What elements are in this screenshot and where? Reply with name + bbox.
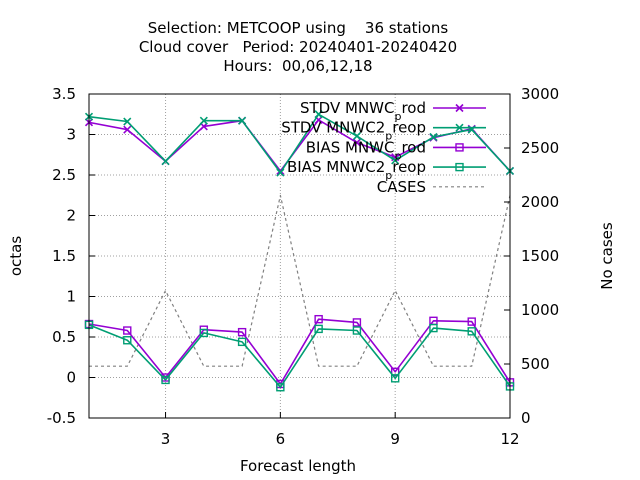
data-point-cross [276, 168, 285, 177]
y-tick-label: 1 [66, 288, 76, 306]
x-tick-label: 9 [390, 430, 400, 448]
y2-tick-label: 1000 [521, 301, 559, 319]
chart-title-line-2: Cloud cover Period: 20240401-20240420 [139, 38, 457, 56]
y-tick-label: -0.5 [47, 409, 76, 427]
series-line-cases [89, 194, 511, 367]
y-tick-label: 3.5 [52, 85, 76, 103]
data-point-square [314, 324, 323, 334]
grid [89, 94, 510, 418]
chart-title-line-1: Selection: METCOOP using 36 stations [148, 19, 449, 37]
series-line-stdv-mnwc2-preop [88, 113, 511, 174]
legend-label: STDV MNWC2preop [281, 119, 426, 143]
plot-series [84, 110, 515, 392]
data-point-square [161, 375, 170, 385]
y-tick-label: 1.5 [52, 247, 76, 265]
data-point-square [314, 314, 323, 324]
y2-tick-label: 2000 [521, 193, 559, 211]
legend-label: BIAS MNWCprod [306, 138, 426, 162]
y2-tick-label: 0 [521, 409, 531, 427]
data-point-cross [455, 103, 464, 113]
data-point-square [237, 327, 247, 337]
data-point-square [352, 318, 362, 327]
data-point-square [455, 143, 464, 152]
legend-label: STDV MNWCprod [300, 99, 426, 123]
legend-label: BIAS MNWC2preop [287, 158, 426, 182]
y2-tick-label: 3000 [521, 85, 559, 103]
chart-title-line-3: Hours: 00,06,12,18 [223, 57, 372, 75]
legend-label: CASES [377, 178, 426, 196]
data-point-square [352, 326, 362, 335]
data-point-square [390, 374, 400, 383]
series-line-bias-mnwc2-preop [88, 324, 511, 389]
data-point-cross [455, 123, 464, 132]
y-tick-label: 0.5 [52, 328, 76, 346]
data-point-cross [352, 132, 361, 141]
data-point-cross [161, 157, 170, 166]
data-point-cross [123, 117, 132, 126]
y-tick-label: 0 [66, 369, 76, 387]
data-point-square [123, 326, 132, 335]
axes-ticks: -0.5 0 0.5 1 1.5 2 2.5 3 3.5 0 500 1000 1500 2000 2500… [47, 85, 559, 448]
y2-tick-label: 500 [521, 355, 550, 373]
data-point-cross [199, 116, 208, 125]
data-point-square [237, 337, 247, 347]
data-point-square [455, 162, 464, 172]
data-point-cross [314, 110, 323, 119]
data-point-cross [238, 116, 247, 125]
y2-tick-label: 1500 [521, 247, 559, 265]
y2-tick-label: 2500 [521, 139, 559, 157]
y-tick-label: 3 [66, 126, 76, 144]
x-axis-label: Forecast length [240, 457, 356, 475]
data-point-cross [123, 125, 132, 134]
data-point-square [123, 336, 132, 345]
y-tick-label: 2 [66, 207, 76, 225]
series-line-bias-mnwc-prod [88, 318, 511, 385]
data-point-square [276, 383, 285, 392]
data-point-square [467, 317, 476, 326]
data-point-square [467, 327, 476, 336]
data-point-cross [429, 132, 438, 141]
y2-axis-label: No cases [598, 222, 616, 290]
data-point-cross [352, 138, 361, 147]
data-point-cross [391, 156, 400, 165]
data-point-square [199, 328, 209, 338]
y-axis-label: octas [7, 236, 25, 276]
y-tick-label: 2.5 [52, 166, 76, 184]
x-tick-label: 6 [276, 430, 286, 448]
data-point-square [429, 323, 438, 333]
x-tick-label: 12 [500, 430, 519, 448]
x-tick-label: 3 [161, 430, 171, 448]
